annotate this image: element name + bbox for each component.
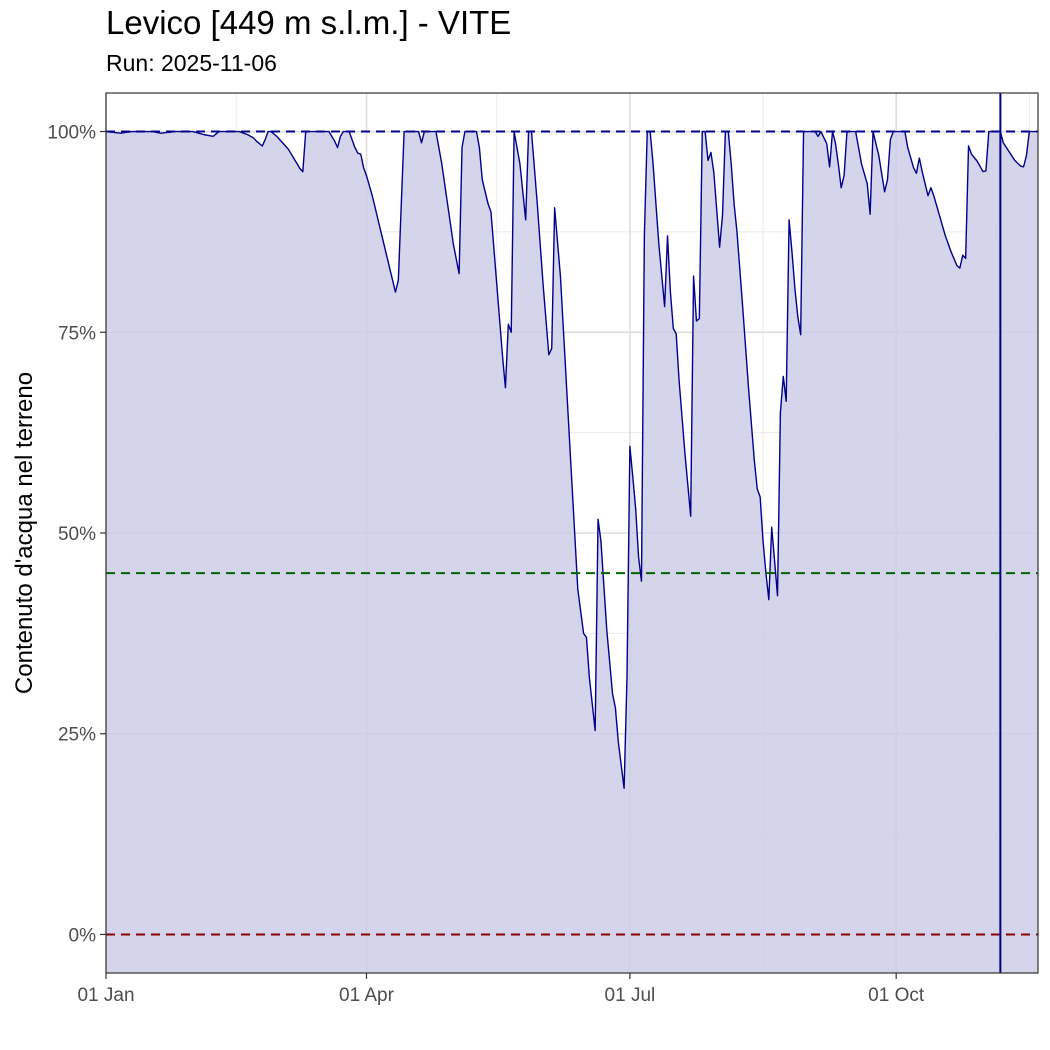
x-tick-label: 01 Jan xyxy=(77,985,134,1006)
chart-title: Levico [449 m s.l.m.] - VITE xyxy=(106,4,512,41)
y-tick-label: 50% xyxy=(58,524,96,545)
axes-layer: 0% 25% 50% 75% 100% 01 Jan 01 Apr 01 Jul 01 Oct xyxy=(47,92,1039,1006)
y-tick-label: 100% xyxy=(47,123,96,144)
y-tick-label: 75% xyxy=(58,323,96,344)
y-tick-label: 0% xyxy=(69,925,97,946)
chart-subtitle: Run: 2025-11-06 xyxy=(106,50,277,76)
x-tick-label: 01 Apr xyxy=(339,985,395,1006)
x-tick-label: 01 Oct xyxy=(868,985,925,1006)
y-axis-title: Contenuto d'acqua nel terreno xyxy=(11,372,38,694)
reference-lines-layer xyxy=(106,93,1038,973)
y-tick-label: 25% xyxy=(58,725,96,746)
soil-water-area xyxy=(106,131,1038,974)
x-tick-label: 01 Jul xyxy=(605,985,656,1006)
